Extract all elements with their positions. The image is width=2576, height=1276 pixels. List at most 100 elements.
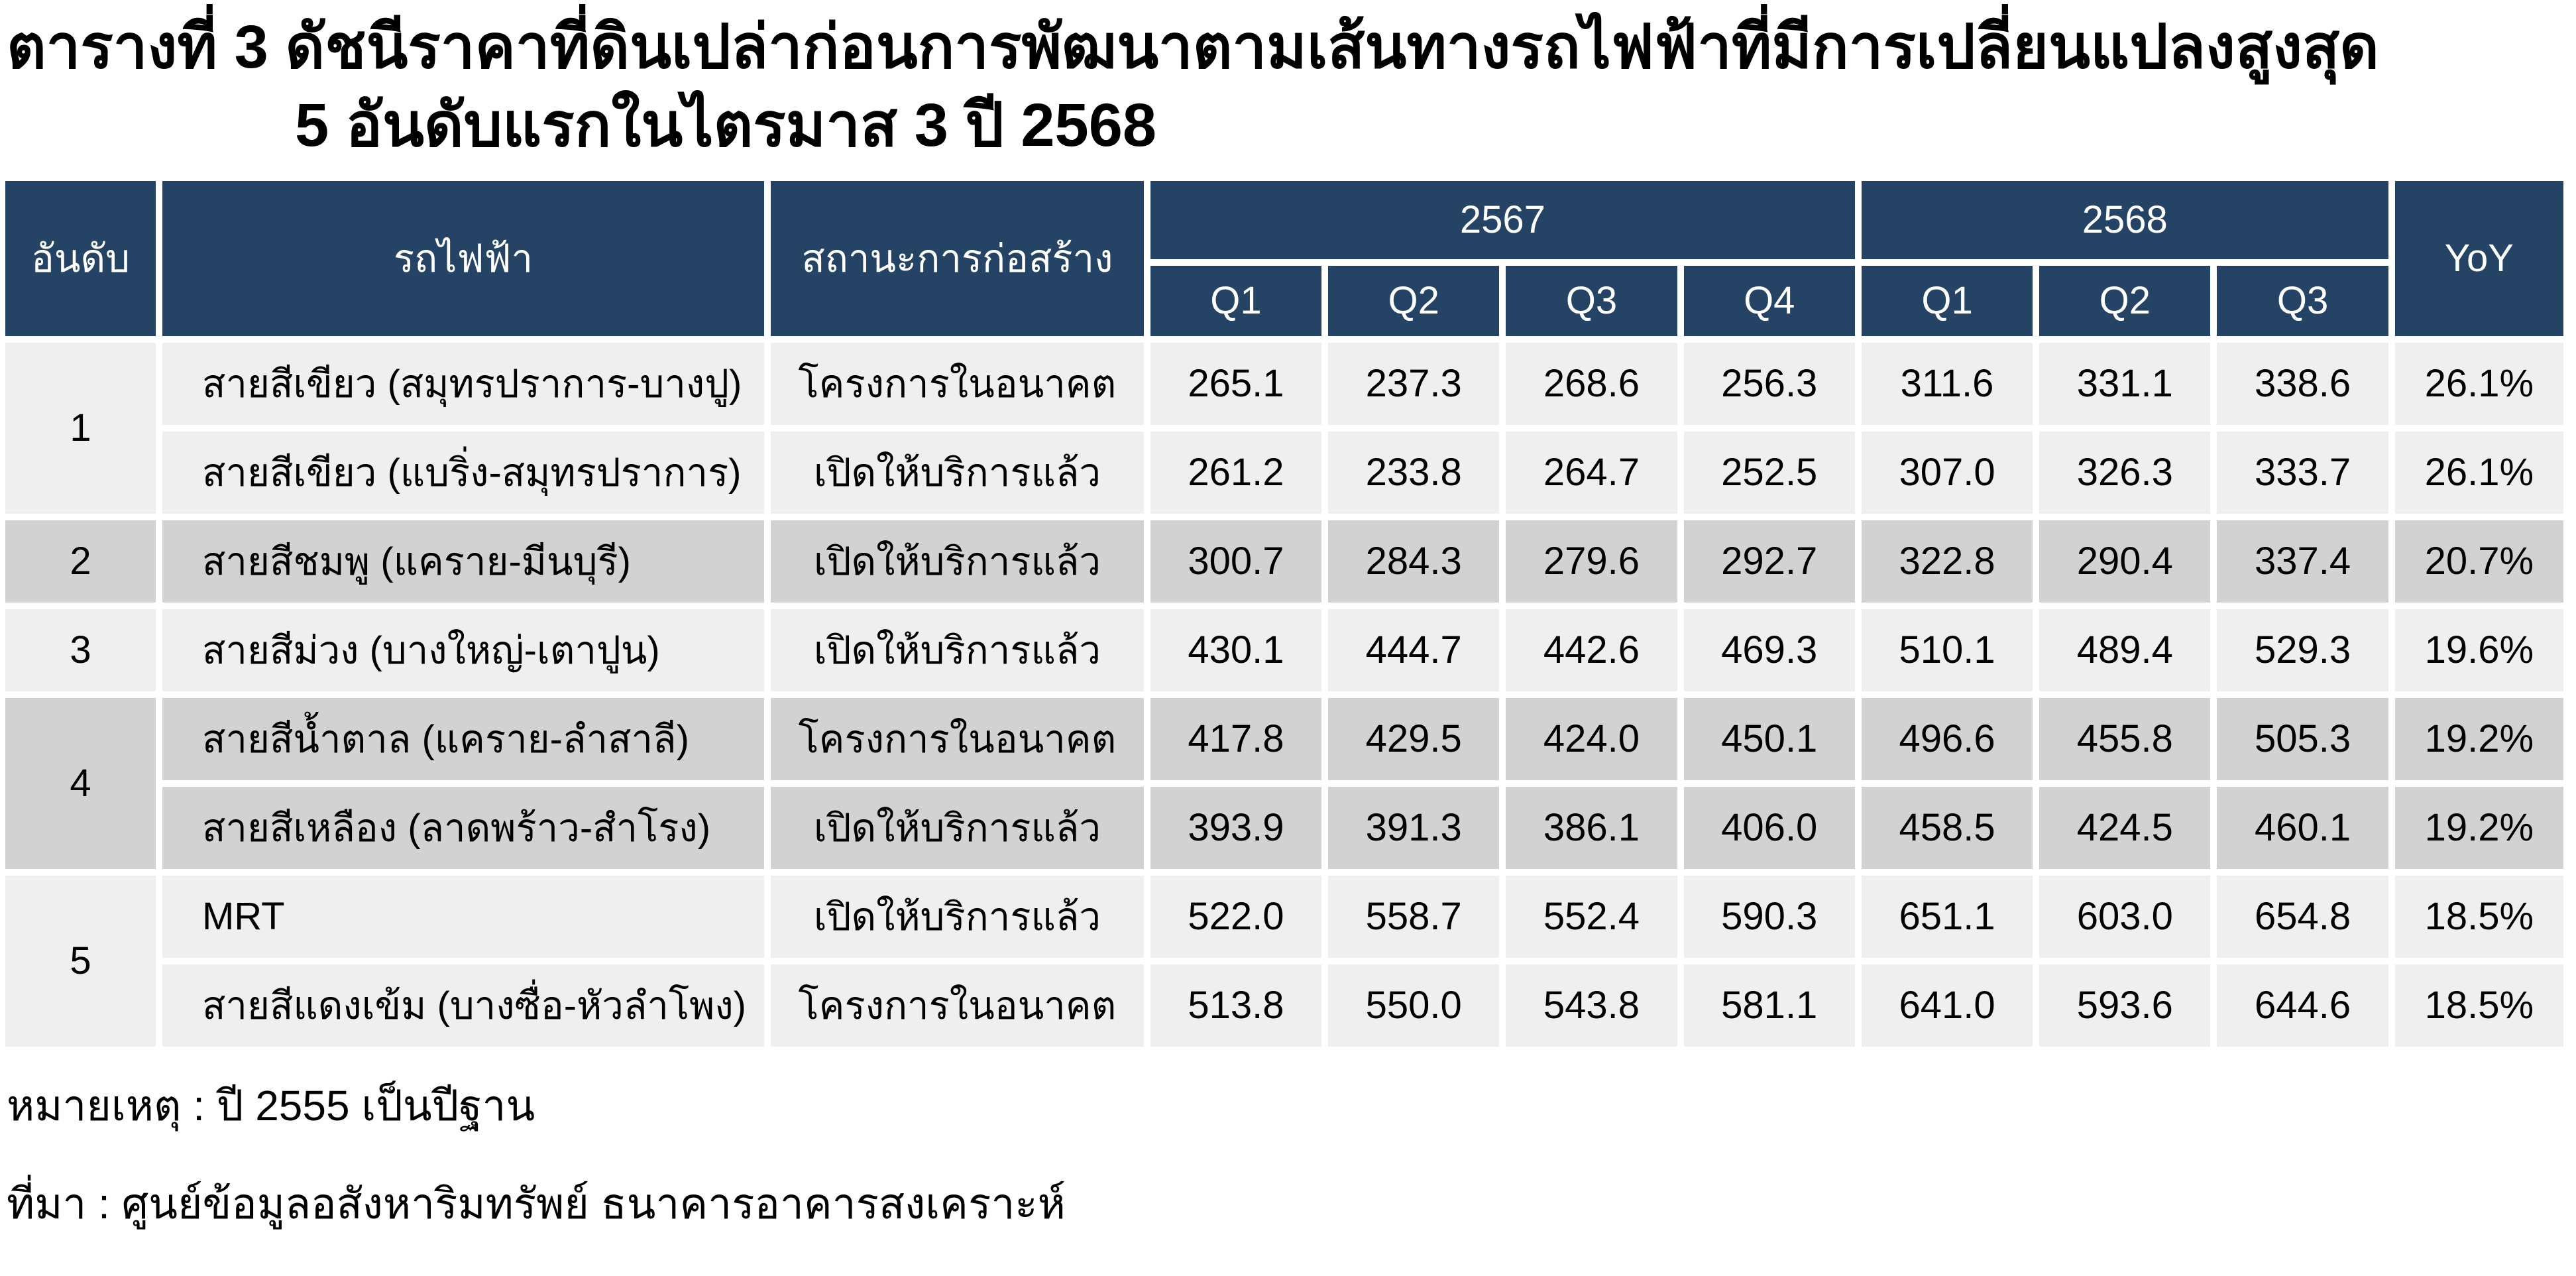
- header-line: รถไฟฟ้า: [162, 180, 764, 336]
- value-cell: 644.6: [2217, 964, 2388, 1047]
- status-cell: เปิดให้บริการแล้ว: [770, 786, 1144, 869]
- line-name-cell: สายสีเขียว (สมุทรปราการ-บางปู): [162, 342, 764, 425]
- header-2567-q1: Q1: [1150, 265, 1322, 336]
- value-cell: 261.2: [1150, 431, 1322, 514]
- value-cell: 458.5: [1861, 786, 2033, 869]
- line-name-cell: สายสีชมพู (แคราย-มีนบุรี): [162, 520, 764, 603]
- table-footer: หมายเหตุ : ปี 2555 เป็นปีฐาน ที่มา : ศูน…: [7, 1072, 2576, 1238]
- value-cell: 252.5: [1683, 431, 1855, 514]
- value-cell: 442.6: [1506, 609, 1677, 691]
- land-price-index-table: อันดับ รถไฟฟ้า สถานะการก่อสร้าง 2567 256…: [0, 174, 2570, 1053]
- rank-cell: 5: [5, 875, 156, 1047]
- value-cell: 593.6: [2039, 964, 2211, 1047]
- header-2568-q3: Q3: [2217, 265, 2388, 336]
- yoy-cell: 18.5%: [2394, 875, 2563, 958]
- value-cell: 641.0: [1861, 964, 2033, 1047]
- title-line-1: ตารางที่ 3 ดัชนีราคาที่ดินเปล่าก่อนการพั…: [7, 13, 2379, 81]
- value-cell: 279.6: [1506, 520, 1677, 603]
- header-group-row: อันดับ รถไฟฟ้า สถานะการก่อสร้าง 2567 256…: [5, 180, 2563, 336]
- table-title: ตารางที่ 3 ดัชนีราคาที่ดินเปล่าก่อนการพั…: [0, 0, 2576, 161]
- value-cell: 311.6: [1861, 342, 2033, 425]
- value-cell: 406.0: [1683, 786, 1855, 869]
- value-cell: 450.1: [1683, 697, 1855, 780]
- rank-cell: 2: [5, 520, 156, 603]
- value-cell: 237.3: [1328, 342, 1500, 425]
- header-year-2568: 2568: [1861, 180, 2388, 259]
- value-cell: 300.7: [1150, 520, 1322, 603]
- rank-cell: 3: [5, 609, 156, 691]
- value-cell: 455.8: [2039, 697, 2211, 780]
- yoy-cell: 19.2%: [2394, 697, 2563, 780]
- header-rank: อันดับ: [5, 180, 156, 336]
- yoy-cell: 19.6%: [2394, 609, 2563, 691]
- header-yoy: YoY: [2394, 180, 2563, 336]
- header-status: สถานะการก่อสร้าง: [770, 180, 1144, 336]
- value-cell: 460.1: [2217, 786, 2388, 869]
- header-2568-q1: Q1: [1861, 265, 2033, 336]
- line-name-cell: สายสีน้ำตาล (แคราย-ลำสาลี): [162, 697, 764, 780]
- status-cell: เปิดให้บริการแล้ว: [770, 609, 1144, 691]
- status-cell: เปิดให้บริการแล้ว: [770, 431, 1144, 514]
- value-cell: 552.4: [1506, 875, 1677, 958]
- value-cell: 496.6: [1861, 697, 2033, 780]
- table-row: 3 สายสีม่วง (บางใหญ่-เตาปูน) เปิดให้บริการ…: [5, 609, 2563, 691]
- value-cell: 510.1: [1861, 609, 2033, 691]
- value-cell: 338.6: [2217, 342, 2388, 425]
- value-cell: 337.4: [2217, 520, 2388, 603]
- value-cell: 513.8: [1150, 964, 1322, 1047]
- value-cell: 424.0: [1506, 697, 1677, 780]
- rank-cell: 1: [5, 342, 156, 514]
- value-cell: 489.4: [2039, 609, 2211, 691]
- line-name-cell: MRT: [162, 875, 764, 958]
- value-cell: 256.3: [1683, 342, 1855, 425]
- footnote-base-year: หมายเหตุ : ปี 2555 เป็นปีฐาน: [7, 1081, 535, 1130]
- value-cell: 284.3: [1328, 520, 1500, 603]
- value-cell: 505.3: [2217, 697, 2388, 780]
- value-cell: 307.0: [1861, 431, 2033, 514]
- header-2567-q2: Q2: [1328, 265, 1500, 336]
- value-cell: 391.3: [1328, 786, 1500, 869]
- header-2568-q2: Q2: [2039, 265, 2211, 336]
- yoy-cell: 19.2%: [2394, 786, 2563, 869]
- header-quarter-row: Q1 Q2 Q3 Q4 Q1 Q2 Q3: [5, 265, 2563, 336]
- value-cell: 529.3: [2217, 609, 2388, 691]
- line-name-cell: สายสีเหลือง (ลาดพร้าว-สำโรง): [162, 786, 764, 869]
- value-cell: 322.8: [1861, 520, 2033, 603]
- status-cell: โครงการในอนาคต: [770, 964, 1144, 1047]
- value-cell: 654.8: [2217, 875, 2388, 958]
- header-2567-q3: Q3: [1506, 265, 1677, 336]
- table-row: สายสีแดงเข้ม (บางซื่อ-หัวลำโพง) โครงการใน…: [5, 964, 2563, 1047]
- value-cell: 424.5: [2039, 786, 2211, 869]
- value-cell: 292.7: [1683, 520, 1855, 603]
- table-row: 2 สายสีชมพู (แคราย-มีนบุรี) เปิดให้บริการแ…: [5, 520, 2563, 603]
- value-cell: 603.0: [2039, 875, 2211, 958]
- yoy-cell: 18.5%: [2394, 964, 2563, 1047]
- status-cell: เปิดให้บริการแล้ว: [770, 875, 1144, 958]
- status-cell: เปิดให้บริการแล้ว: [770, 520, 1144, 603]
- value-cell: 550.0: [1328, 964, 1500, 1047]
- value-cell: 331.1: [2039, 342, 2211, 425]
- value-cell: 430.1: [1150, 609, 1322, 691]
- value-cell: 393.9: [1150, 786, 1322, 869]
- value-cell: 417.8: [1150, 697, 1322, 780]
- status-cell: โครงการในอนาคต: [770, 697, 1144, 780]
- table-row: 5 MRT เปิดให้บริการแล้ว 522.0 558.7 552.4 590.…: [5, 875, 2563, 1047]
- value-cell: 333.7: [2217, 431, 2388, 514]
- table-row: สายสีเขียว (แบริ่ง-สมุทรปราการ) เปิดให้บร…: [5, 431, 2563, 514]
- value-cell: 265.1: [1150, 342, 1322, 425]
- value-cell: 581.1: [1683, 964, 1855, 1047]
- line-name-cell: สายสีเขียว (แบริ่ง-สมุทรปราการ): [162, 431, 764, 514]
- header-2567-q4: Q4: [1683, 265, 1855, 336]
- table-header: อันดับ รถไฟฟ้า สถานะการก่อสร้าง 2567 256…: [5, 180, 2563, 336]
- value-cell: 590.3: [1683, 875, 1855, 958]
- table-row: 1 สายสีเขียว (สมุทรปราการ-บางปู) โครงการใน…: [5, 342, 2563, 514]
- value-cell: 543.8: [1506, 964, 1677, 1047]
- value-cell: 444.7: [1328, 609, 1500, 691]
- value-cell: 233.8: [1328, 431, 1500, 514]
- value-cell: 326.3: [2039, 431, 2211, 514]
- table-row: 4 สายสีน้ำตาล (แคราย-ลำสาลี) โครงการในอนาค…: [5, 697, 2563, 869]
- value-cell: 268.6: [1506, 342, 1677, 425]
- header-year-2567: 2567: [1150, 180, 1855, 259]
- table-body: 1 สายสีเขียว (สมุทรปราการ-บางปู) โครงการใน…: [5, 342, 2563, 1047]
- yoy-cell: 26.1%: [2394, 342, 2563, 425]
